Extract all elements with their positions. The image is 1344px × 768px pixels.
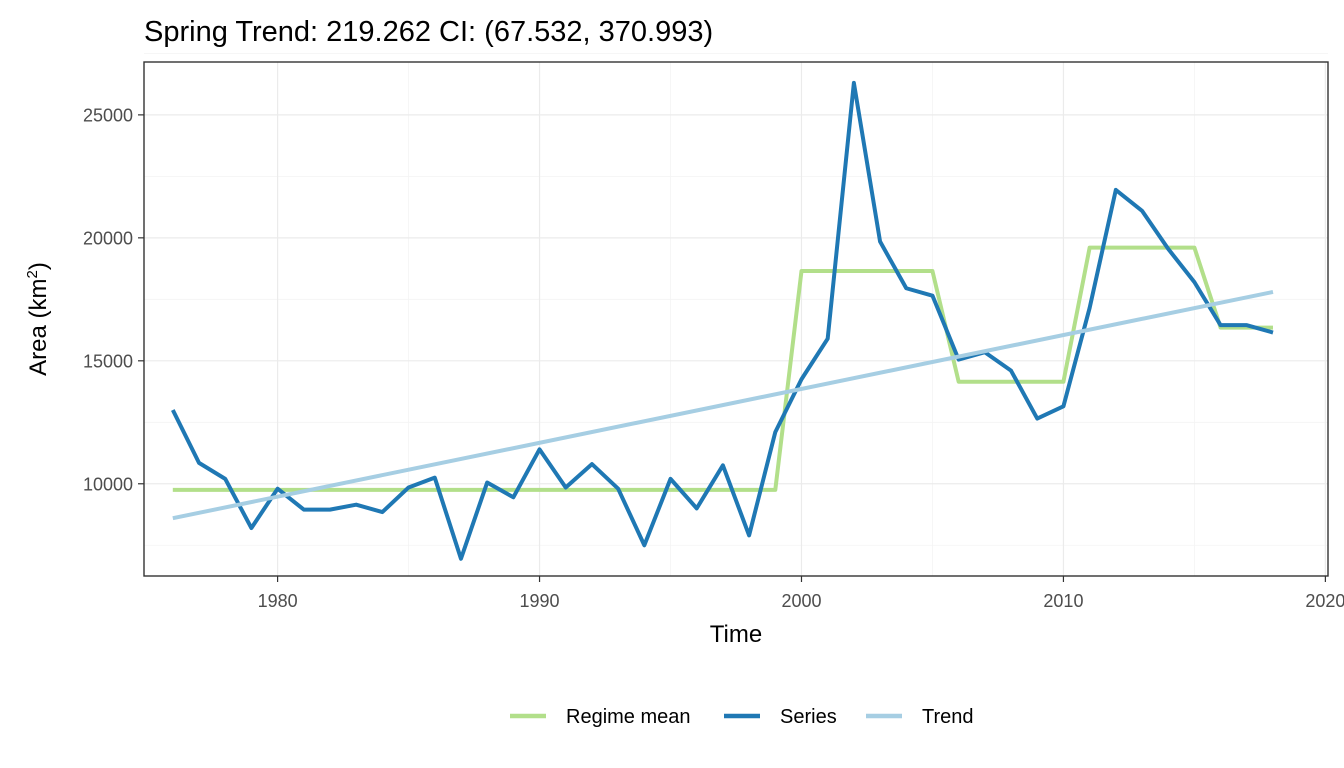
legend: Regime mean Series Trend: [510, 706, 974, 728]
series-line-trend: [172, 289, 1274, 521]
x-tick-label: 1980: [258, 591, 298, 611]
y-axis-title-main: Area (km: [25, 278, 52, 375]
legend-label-trend: Trend: [922, 706, 974, 728]
y-tick-label: 25000: [83, 105, 133, 125]
series-line-series: [171, 80, 1274, 561]
legend-label-regime-mean: Regime mean: [566, 706, 691, 728]
x-tick-label: 2020: [1305, 591, 1344, 611]
y-axis-title-end: ): [25, 262, 52, 270]
x-tick-label: 2000: [781, 591, 821, 611]
chart-title: Spring Trend: 219.262 CI: (67.532, 370.9…: [144, 16, 713, 48]
panel-border: [143, 61, 1329, 577]
y-tick-label: 10000: [83, 474, 133, 494]
y-axis-title: Area (km2): [24, 262, 52, 376]
x-tick-label: 1990: [520, 591, 560, 611]
plot-lines: [171, 80, 1274, 561]
x-tick-label: 2010: [1043, 591, 1083, 611]
series-line-regime-mean: [172, 245, 1273, 492]
y-axis-title-superscript: 2: [24, 270, 41, 278]
grid: [144, 52, 1328, 576]
axes: 1980 1990 2000 2010 2020 10000 15000 20000 25000: [83, 105, 1344, 611]
y-tick-label: 20000: [83, 228, 133, 248]
legend-label-series: Series: [780, 706, 837, 728]
y-tick-label: 15000: [83, 351, 133, 371]
x-axis-title: Time: [710, 621, 762, 648]
